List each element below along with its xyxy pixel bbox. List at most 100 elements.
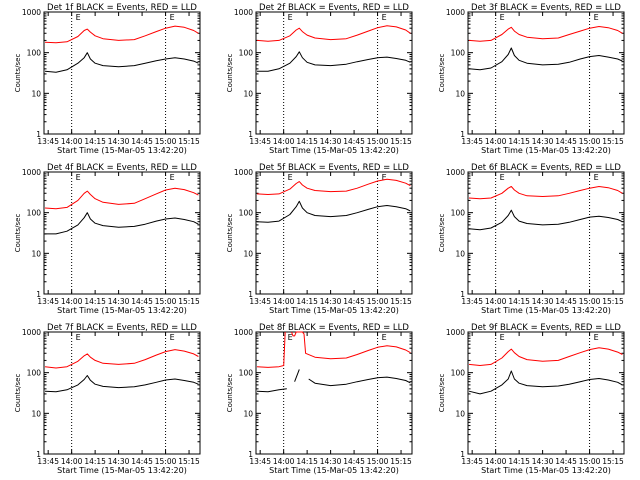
panel-1-y-tick-label-3: 1000 <box>22 8 41 17</box>
panel-2-events-line <box>257 51 411 72</box>
panel-2-x-tick-label-1: 14:00 <box>273 137 295 146</box>
panel-9-plot-frame <box>467 331 625 455</box>
panel-7-y-tick-label-3: 1000 <box>22 328 41 337</box>
panel-9-ylabel: Counts/sec <box>438 374 446 413</box>
panel-8-title: Det 8f BLACK = Events, RED = LLD <box>259 323 409 333</box>
panel-1-lld-line <box>44 25 199 44</box>
panel-5-y-tick-label-2: 100 <box>239 209 254 218</box>
panel-4-x-tick-label-0: 13:45 <box>37 297 59 306</box>
panel-5-plot-frame <box>255 171 413 295</box>
panel-4-ylabel: Counts/sec <box>14 214 22 253</box>
panel-8-x-tick-label-0: 13:45 <box>249 457 271 466</box>
panel-7-marker-1: E <box>76 333 81 342</box>
panel-8-y-tick-label-1: 10 <box>243 409 253 418</box>
panel-5-y-tick-label-1: 10 <box>243 249 253 258</box>
panel-9-y-tick-label-0: 1 <box>460 450 465 459</box>
panel-6-x-tick-label-6: 15:15 <box>602 297 624 306</box>
panel-1-x-tick-label-4: 14:45 <box>131 137 153 146</box>
panel-8-y-tick-label-3: 1000 <box>234 328 253 337</box>
panel-2-x-tick-label-0: 13:45 <box>249 137 271 146</box>
panel-1-x-tick-label-3: 14:30 <box>108 137 130 146</box>
panel-4-y-tick-label-2: 100 <box>27 209 42 218</box>
panel-5-x-tick-label-5: 15:00 <box>367 297 389 306</box>
panel-9-lld-line <box>468 347 623 366</box>
panel-6-x-tick-label-1: 14:00 <box>485 297 507 306</box>
panel-9-x-tick-label-6: 15:15 <box>602 457 624 466</box>
panel-6-xlabel: Start Time (15-Mar-05 13:42:20) <box>481 306 611 315</box>
panel-3-x-tick-label-2: 14:15 <box>508 137 530 146</box>
panel-3-x-tick-label-6: 15:15 <box>602 137 624 146</box>
panel-1-events-line <box>44 52 199 73</box>
panel-9-y-tick-label-3: 1000 <box>446 328 465 337</box>
panel-5-marker-1: E <box>288 173 293 182</box>
panel-2-x-tick-label-2: 14:15 <box>296 137 318 146</box>
panel-3-plot-frame <box>467 11 625 135</box>
panel-8-y-tick-label-0: 1 <box>248 450 253 459</box>
panel-1-x-tick-label-6: 15:15 <box>178 137 200 146</box>
panel-5-y-tick-label-0: 1 <box>248 290 253 299</box>
panel-3-y-tick-label-1: 10 <box>455 89 465 98</box>
panel-6-plot-frame <box>467 171 625 295</box>
panel-8-events-line <box>256 369 411 393</box>
panel-8-x-tick-label-4: 14:45 <box>343 457 365 466</box>
panel-2-y-tick-label-2: 100 <box>239 49 254 58</box>
panel-7-plot-frame <box>43 331 201 455</box>
panel-9-y-tick-label-1: 10 <box>455 409 465 418</box>
panel-4-events-line <box>45 212 199 235</box>
panel-9-x-tick-label-1: 14:00 <box>485 457 507 466</box>
panel-2-y-tick-label-0: 1 <box>248 130 253 139</box>
panel-7-x-tick-label-5: 15:00 <box>155 457 177 466</box>
panel-4-xlabel: Start Time (15-Mar-05 13:42:20) <box>57 306 187 315</box>
panel-8-lld-line <box>256 331 411 368</box>
panel-4-x-tick-label-6: 15:15 <box>178 297 200 306</box>
panel-4-x-tick-label-2: 14:15 <box>84 297 106 306</box>
panel-7-y-tick-label-1: 10 <box>31 409 41 418</box>
panel-1-y-tick-label-0: 1 <box>36 130 41 139</box>
panel-2-lld-line <box>256 25 411 42</box>
panel-6-title: Det 6f BLACK = Events, RED = LLD <box>471 163 621 173</box>
panel-5-x-tick-label-4: 14:45 <box>343 297 365 306</box>
panel-9-title: Det 9f BLACK = Events, RED = LLD <box>471 323 621 333</box>
panel-5-x-tick-label-1: 14:00 <box>273 297 295 306</box>
panel-8-x-tick-label-2: 14:15 <box>296 457 318 466</box>
panel-8-marker-1: E <box>288 333 293 342</box>
panel-2-title: Det 2f BLACK = Events, RED = LLD <box>259 3 409 13</box>
panel-9-x-tick-label-0: 13:45 <box>461 457 483 466</box>
panel-1-plot-frame <box>43 11 201 135</box>
panel-2-x-tick-label-3: 14:30 <box>320 137 342 146</box>
panel-6-x-tick-label-2: 14:15 <box>508 297 530 306</box>
panel-1-x-tick-label-1: 14:00 <box>61 137 83 146</box>
panel-4-x-tick-label-1: 14:00 <box>61 297 83 306</box>
panel-6-events-line <box>468 209 623 231</box>
panel-5-ylabel: Counts/sec <box>226 214 234 253</box>
panel-8-plot-frame <box>255 331 413 455</box>
panel-1-x-tick-label-2: 14:15 <box>84 137 106 146</box>
panel-1-title: Det 1f BLACK = Events, RED = LLD <box>47 3 197 13</box>
panel-5-events-line <box>256 200 411 223</box>
panel-4-marker-2: E <box>170 173 175 182</box>
panel-6-x-tick-label-0: 13:45 <box>461 297 483 306</box>
panel-5-title: Det 5f BLACK = Events, RED = LLD <box>259 163 409 173</box>
panel-8-x-tick-label-1: 14:00 <box>273 457 295 466</box>
panel-2-marker-1: E <box>288 13 293 22</box>
panel-3-x-tick-label-3: 14:30 <box>532 137 554 146</box>
panel-9-marker-1: E <box>500 333 505 342</box>
panel-6-x-tick-label-5: 15:00 <box>579 297 601 306</box>
panel-2-x-tick-label-6: 15:15 <box>390 137 412 146</box>
panel-7-x-tick-label-2: 14:15 <box>84 457 106 466</box>
panel-3-x-tick-label-4: 14:45 <box>555 137 577 146</box>
panel-2-y-tick-label-1: 10 <box>243 89 253 98</box>
panel-6-marker-2: E <box>594 173 599 182</box>
panel-6-ylabel: Counts/sec <box>438 214 446 253</box>
panel-3-x-tick-label-5: 15:00 <box>579 137 601 146</box>
panel-1-xlabel: Start Time (15-Mar-05 13:42:20) <box>57 146 187 155</box>
panel-2-plot-frame <box>255 11 413 135</box>
panel-4-marker-1: E <box>76 173 81 182</box>
panel-3-xlabel: Start Time (15-Mar-05 13:42:20) <box>481 146 611 155</box>
panel-5-marker-2: E <box>382 173 387 182</box>
panel-7-x-tick-label-1: 14:00 <box>61 457 83 466</box>
panel-7-xlabel: Start Time (15-Mar-05 13:42:20) <box>57 466 187 475</box>
panel-4-lld-line <box>44 187 199 210</box>
panel-7-x-tick-label-6: 15:15 <box>178 457 200 466</box>
